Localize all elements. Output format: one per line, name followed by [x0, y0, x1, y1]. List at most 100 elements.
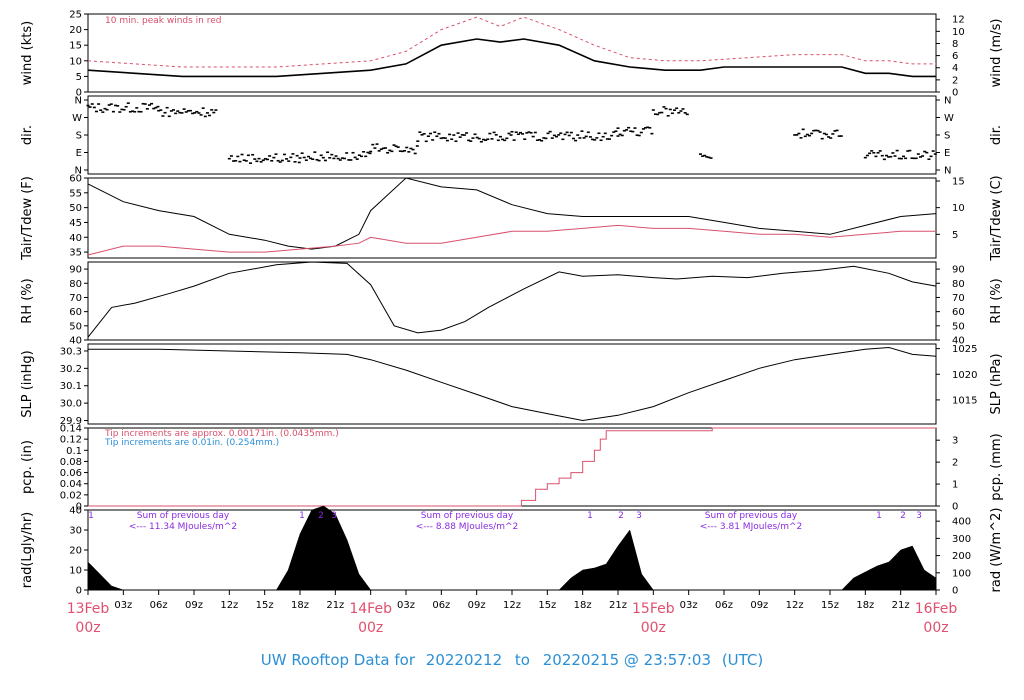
direction-segment [616, 126, 654, 137]
y-tick-label: 0.04 [60, 479, 82, 490]
series-line-1 [88, 427, 936, 507]
y-tick-label-right: 60 [952, 307, 965, 318]
x-tick-label: 09z [185, 600, 203, 611]
series-line-1 [87, 38, 936, 78]
y-tick-label: N [75, 166, 82, 177]
x-tick-label: 03z [680, 600, 698, 611]
y-tick-label: 80 [69, 279, 82, 290]
hour-marker: 2 [618, 511, 624, 521]
panel-rh: RH (%) RH (%) 40 50 60 70 80 90 40 50 60 70 80 90 [20, 261, 1004, 347]
hour-marker: 3 [331, 511, 337, 521]
direction-segment [227, 153, 301, 164]
x-tick-label: 15z [256, 600, 274, 611]
y-axis-label-right: pcp. (mm) [989, 433, 1004, 500]
y-axis-label-right: wind (m/s) [989, 19, 1004, 88]
x-tick-label: 21z [326, 600, 344, 611]
x-tick-label: 21z [609, 600, 627, 611]
y-tick-label: 30 [69, 526, 82, 537]
y-tick-label-right: S [944, 131, 950, 142]
y-tick-label-right: 80 [952, 279, 965, 290]
y-tick-label: 10 [69, 566, 82, 577]
footer-title: UW Rooftop Data for 20220212 to 20220215… [261, 651, 764, 669]
x-tick-label: 12z [503, 600, 521, 611]
y-axis-label-right: dir. [989, 125, 1004, 145]
y-tick-label: 0.12 [60, 435, 82, 446]
y-tick-label: 0.1 [66, 446, 82, 457]
y-tick-label-right: 15 [952, 176, 965, 187]
daily-sum-value: <--- 11.34 MJoules/m^2 [129, 522, 237, 532]
date-label: 16Feb [915, 601, 958, 617]
y-tick-label: 10 [69, 56, 82, 67]
series-line-1 [87, 177, 937, 250]
y-tick-label-right: 1 [952, 480, 958, 491]
y-tick-label-right: 8 [952, 39, 958, 50]
direction-segment [369, 143, 419, 155]
direction-segment [863, 149, 937, 161]
y-tick-label: 20 [69, 25, 82, 36]
y-axis-label-right: SLP (hPa) [989, 353, 1004, 414]
y-tick-label: 0 [76, 88, 82, 99]
y-axis-label: Tair/Tdew (F) [20, 176, 35, 261]
y-tick-label: W [72, 113, 82, 124]
y-axis-label: dir. [20, 125, 35, 145]
direction-segment [416, 131, 513, 143]
x-tick-label: 18z [856, 600, 874, 611]
y-tick-label-right: 70 [952, 293, 965, 304]
y-tick-label: 0 [76, 502, 82, 513]
y-tick-label-right: 1025 [952, 344, 977, 355]
x-tick-label: 06z [715, 600, 733, 611]
hour-marker: 1 [299, 511, 305, 521]
direction-segment [298, 151, 372, 162]
y-tick-label-right: 2 [952, 458, 958, 469]
panel-frame [87, 261, 937, 341]
hour-marker: 2 [900, 511, 906, 521]
x-tick-label: 03z [397, 600, 415, 611]
x-tick-label: 15z [538, 600, 556, 611]
x-tick-label: 09z [468, 600, 486, 611]
y-tick-label-right: 50 [952, 321, 965, 332]
y-tick-label: 40 [69, 506, 82, 517]
y-tick-label: 29.9 [60, 416, 82, 427]
tip-note-red: Tip increments are approx. 0.00171in. (0… [104, 429, 339, 439]
series-line-1 [88, 346, 937, 422]
y-tick-label-right: 400 [952, 517, 971, 528]
y-tick-label: 0.08 [60, 457, 82, 468]
y-tick-label: 70 [69, 293, 82, 304]
x-tick-label: 09z [750, 600, 768, 611]
y-tick-label: 5 [76, 72, 82, 83]
y-tick-label-right: 200 [952, 551, 971, 562]
x-tick-label: 18z [291, 600, 309, 611]
y-tick-label-right: 6 [952, 51, 958, 62]
y-axis-label: RH (%) [20, 278, 35, 323]
y-tick-label-right: 10 [952, 203, 965, 214]
y-axis-label: SLP (inHg) [20, 350, 35, 418]
hour-marker: 3 [636, 511, 642, 521]
daily-sum-value: <--- 3.81 MJoules/m^2 [700, 522, 802, 532]
y-tick-label: 45 [69, 218, 82, 229]
date-label: 15Feb [632, 601, 675, 617]
panel-wind: wind (kts) wind (m/s)05101520250246810121… [20, 10, 1004, 99]
series-line-2 [87, 224, 936, 256]
y-tick-label-right: 10 [952, 27, 965, 38]
y-tick-label: 0.02 [60, 490, 82, 501]
y-tick-label-right: N [944, 166, 951, 177]
y-tick-label: 50 [69, 321, 82, 332]
hour-marker: 1 [876, 511, 882, 521]
y-axis-label-right: RH (%) [989, 278, 1004, 323]
date-label: 14Feb [349, 601, 392, 617]
y-tick-label-right: 0 [952, 88, 958, 99]
hour-marker: 3 [916, 511, 922, 521]
x-tick-label: 12z [786, 600, 804, 611]
y-axis-label: wind (kts) [20, 21, 35, 85]
y-tick-label: E [76, 148, 82, 159]
series-line-2 [87, 16, 936, 68]
y-axis-label: rad(Lgly/hr) [20, 512, 35, 588]
radiation-area [87, 505, 937, 591]
hour-marker: 1 [88, 511, 94, 521]
date-time-label: 00z [641, 620, 666, 636]
y-tick-label: 90 [69, 265, 82, 276]
direction-segment [793, 128, 843, 140]
panel-frame [87, 177, 937, 259]
panel-slp: SLP (inHg) SLP (hPa) 29.9 30.0 30.1 30.2 30.3 1… [20, 343, 1004, 427]
